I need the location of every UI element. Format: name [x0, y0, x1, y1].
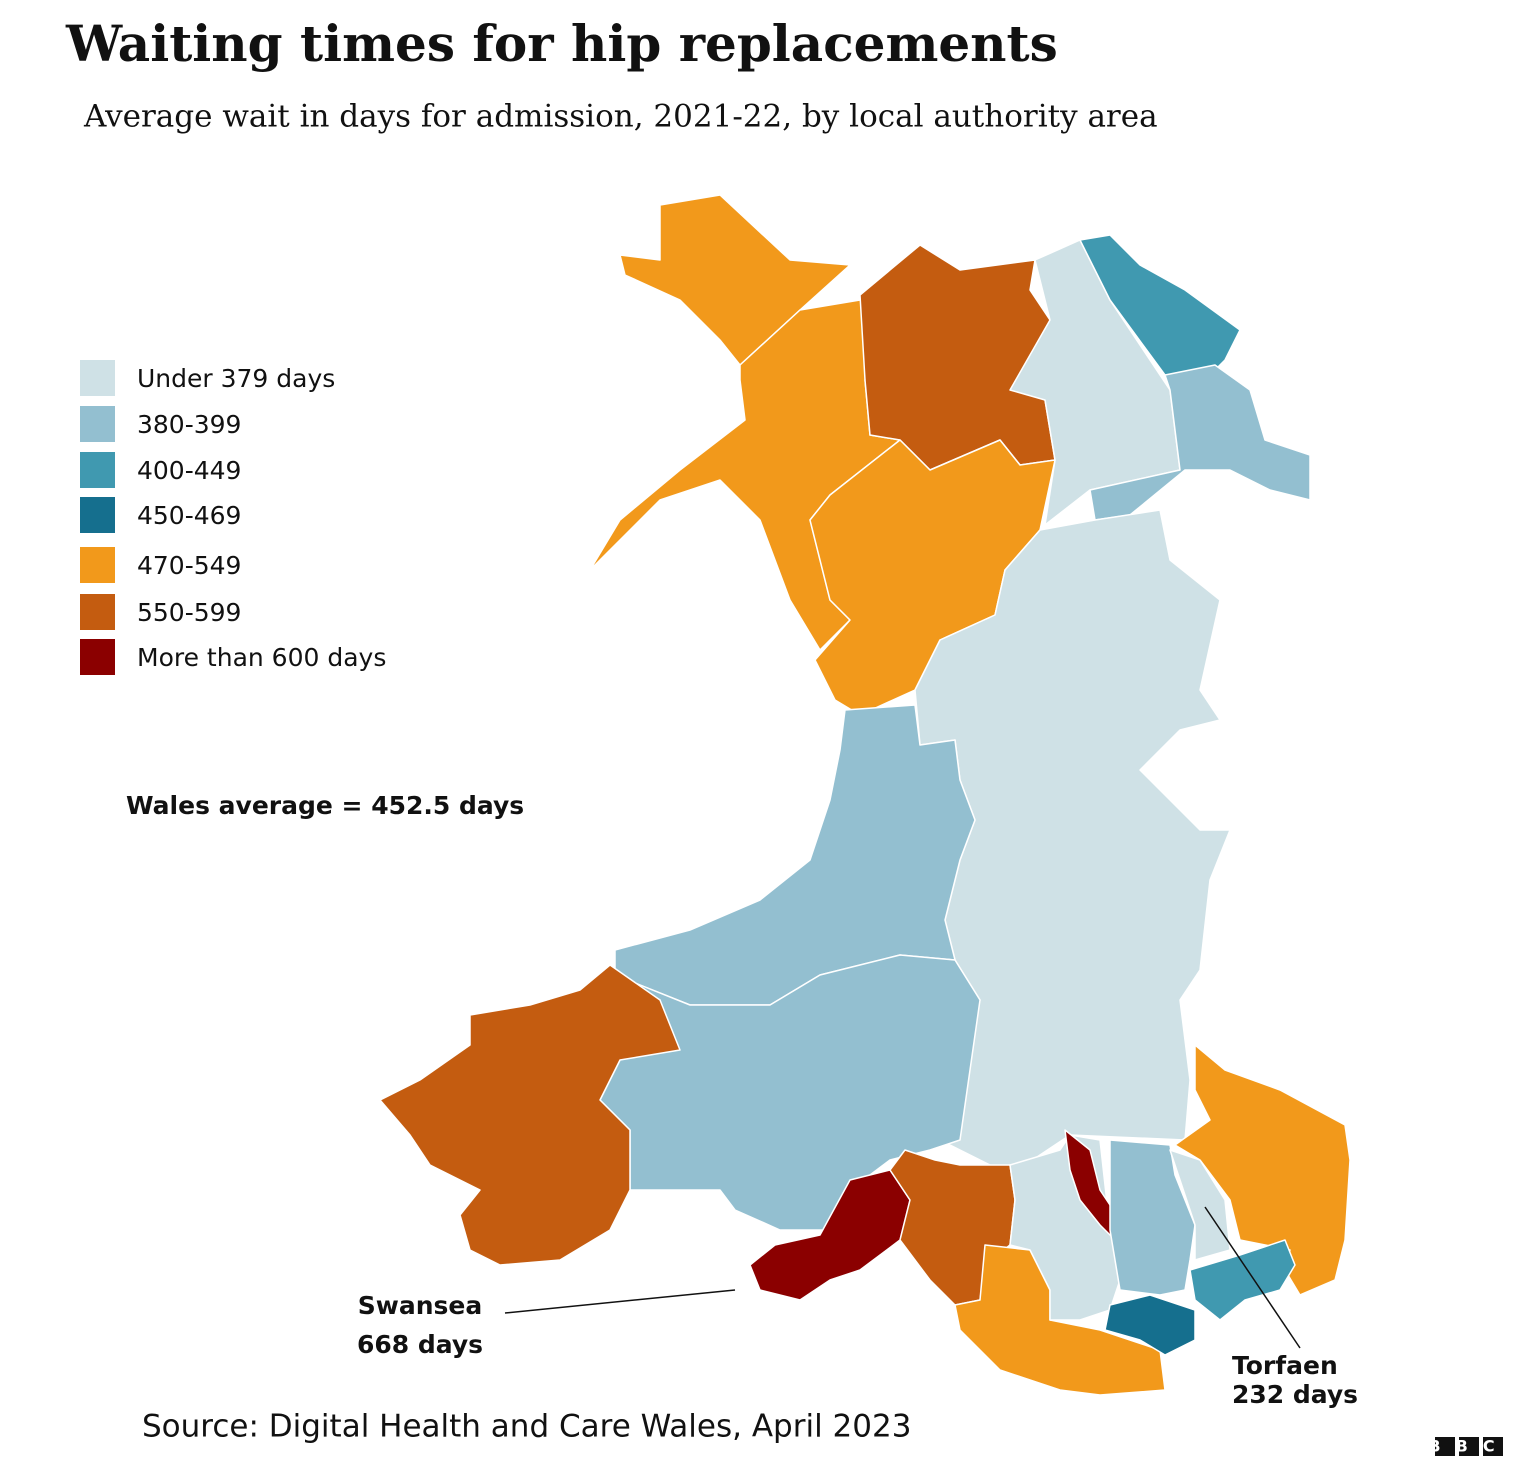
leader-line	[1204, 1206, 1301, 1349]
legend-label: 380-399	[137, 410, 241, 439]
legend-swatch	[80, 497, 115, 533]
leader-line	[504, 1289, 736, 1314]
callout-name: Torfaen	[1232, 1351, 1338, 1380]
legend-swatch	[80, 360, 115, 396]
map-regions	[379, 194, 1351, 1396]
region	[859, 244, 1056, 471]
legend-swatch	[80, 547, 115, 583]
legend-swatch	[80, 594, 115, 630]
callout-value: 668 days	[357, 1330, 483, 1359]
region	[1104, 1294, 1196, 1356]
callout-value: 232 days	[1232, 1380, 1358, 1409]
subtitle: Average wait in days for admission, 2021…	[83, 99, 1158, 135]
legend-label: 470-549	[137, 551, 241, 580]
legend-swatch	[80, 639, 115, 675]
average-note: Wales average = 452.5 days	[126, 791, 524, 820]
legend-label: More than 600 days	[137, 643, 386, 672]
region	[1189, 1239, 1296, 1321]
logo-text: BBC	[1428, 1437, 1509, 1456]
region	[1109, 1139, 1196, 1296]
legend-swatch	[80, 452, 115, 488]
legend-swatch	[80, 406, 115, 442]
region	[1079, 234, 1241, 396]
legend: Under 379 days 380-399 400-449 450-469 470-5…	[80, 360, 386, 675]
region	[379, 964, 681, 1266]
legend-label: 400-449	[137, 456, 241, 485]
legend-label: 450-469	[137, 501, 241, 530]
legend-label: Under 379 days	[137, 364, 335, 393]
title: Waiting times for hip replacements	[65, 14, 1058, 73]
region	[619, 194, 851, 366]
logo: BBC	[1428, 1437, 1509, 1456]
region	[1089, 364, 1311, 521]
legend-label: 550-599	[137, 598, 241, 627]
source: Source: Digital Health and Care Wales, A…	[142, 1409, 911, 1445]
callout-name: Swansea	[358, 1291, 482, 1320]
